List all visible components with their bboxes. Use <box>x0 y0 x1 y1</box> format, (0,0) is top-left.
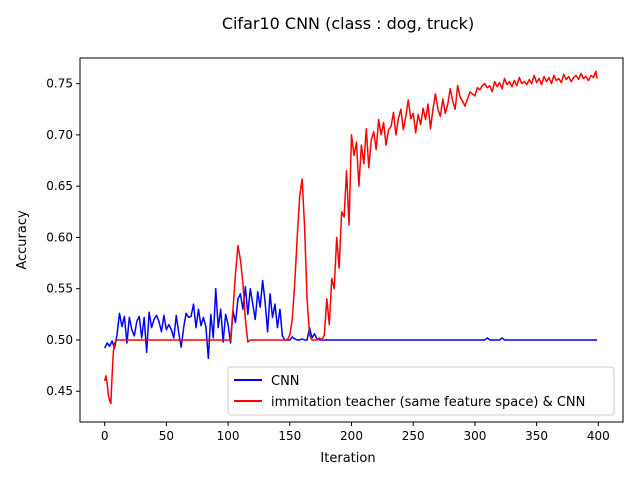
legend-label-cnn: CNN <box>271 374 300 389</box>
y-tick-label: 0.55 <box>46 282 73 296</box>
x-axis-ticks: 0 50 100 150 200 250 300 350 400 <box>101 422 610 443</box>
x-axis-label: Iteration <box>320 451 375 466</box>
x-tick-label: 250 <box>402 429 425 443</box>
chart-title: Cifar10 CNN (class : dog, truck) <box>222 14 474 33</box>
x-tick-label: 0 <box>101 429 109 443</box>
x-tick-label: 300 <box>463 429 486 443</box>
legend-label-imitation: immitation teacher (same feature space) … <box>271 395 585 410</box>
y-tick-label: 0.70 <box>46 128 73 142</box>
x-tick-label: 50 <box>159 429 174 443</box>
x-tick-label: 200 <box>340 429 363 443</box>
y-tick-label: 0.45 <box>46 384 73 398</box>
x-tick-label: 400 <box>587 429 610 443</box>
imitation-series-line <box>103 70 598 405</box>
cnn-series-line <box>104 279 598 360</box>
x-tick-label: 150 <box>278 429 301 443</box>
plot-area-frame <box>79 57 624 423</box>
y-tick-label: 0.50 <box>46 333 73 347</box>
y-tick-label: 0.65 <box>46 179 73 193</box>
x-tick-label: 100 <box>217 429 240 443</box>
y-tick-label: 0.60 <box>46 230 73 244</box>
y-axis-label: Accuracy <box>15 210 30 270</box>
legend: CNN immitation teacher (same feature spa… <box>227 366 615 416</box>
y-axis-ticks: 0.45 0.50 0.55 0.60 0.65 0.70 0.75 <box>46 77 80 398</box>
legend-box <box>227 366 615 416</box>
x-tick-label: 350 <box>525 429 548 443</box>
y-tick-label: 0.75 <box>46 77 73 91</box>
plot-series-group <box>103 70 598 405</box>
